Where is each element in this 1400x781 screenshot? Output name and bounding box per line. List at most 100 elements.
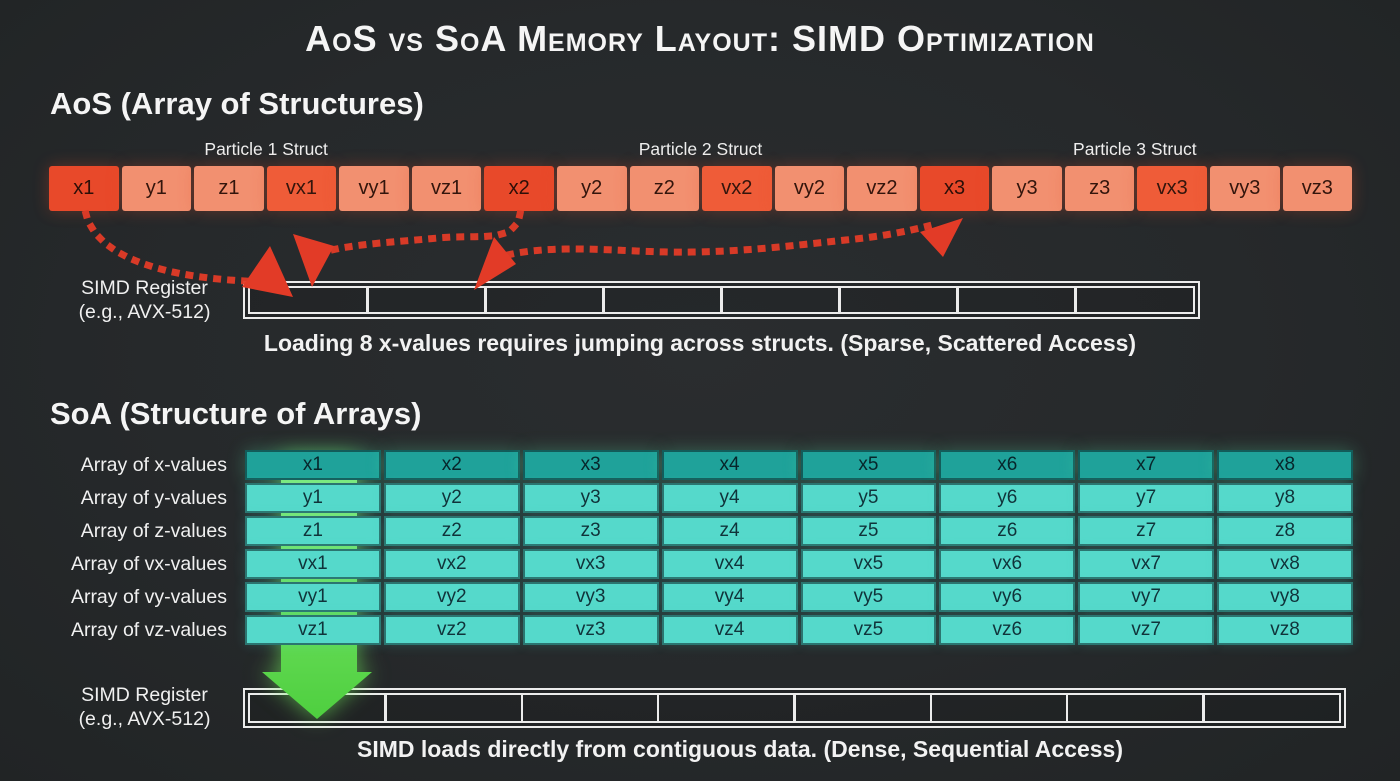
soa-row: Array of vx-values vx1 vx2 vx3 vx4 vx5 v… bbox=[0, 549, 1400, 579]
soa-row-label: Array of vy-values bbox=[70, 586, 227, 608]
aos-cell: z1 bbox=[194, 166, 264, 211]
register-label-line: (e.g., AVX-512) bbox=[78, 707, 211, 730]
soa-row-label: Array of vz-values bbox=[70, 619, 227, 641]
soa-cell: vx8 bbox=[1217, 549, 1353, 579]
aos-cell: y3 bbox=[992, 166, 1062, 211]
soa-cell: vx2 bbox=[383, 549, 520, 579]
soa-cell: y2 bbox=[383, 483, 520, 513]
aos-section-heading: AoS (Array of Structures) bbox=[50, 86, 424, 121]
soa-cell: vz8 bbox=[1217, 615, 1353, 645]
soa-cell: vz4 bbox=[661, 615, 798, 645]
aos-cell: vx3 bbox=[1137, 166, 1207, 211]
soa-cell: y7 bbox=[1078, 483, 1215, 513]
register-cell bbox=[720, 286, 841, 314]
aos-cell: vz1 bbox=[411, 166, 482, 211]
soa-cell: z5 bbox=[800, 516, 937, 546]
aos-cell: vx1 bbox=[266, 166, 337, 211]
soa-cell: vy5 bbox=[800, 582, 937, 612]
soa-cell: y8 bbox=[1217, 483, 1353, 513]
aos-simd-register bbox=[243, 281, 1200, 319]
register-cell bbox=[929, 693, 1069, 723]
struct-label: Particle 3 Struct bbox=[1073, 139, 1197, 159]
register-cell bbox=[366, 286, 487, 314]
soa-cell: z1 bbox=[245, 516, 381, 546]
soa-cell: vx3 bbox=[522, 549, 659, 579]
soa-cell: vx1 bbox=[245, 549, 381, 579]
soa-row-label: Array of y-values bbox=[80, 487, 227, 509]
soa-cell: z8 bbox=[1217, 516, 1353, 546]
soa-cell: vy8 bbox=[1217, 582, 1353, 612]
register-cell bbox=[956, 286, 1077, 314]
soa-cell: vy1 bbox=[245, 582, 381, 612]
aos-cell: vz2 bbox=[847, 166, 917, 211]
register-cell bbox=[838, 286, 959, 314]
soa-row-label: Array of x-values bbox=[80, 454, 227, 476]
soa-cell: z6 bbox=[939, 516, 1076, 546]
arrowhead bbox=[293, 234, 334, 287]
soa-cell: vx5 bbox=[800, 549, 937, 579]
aos-cell: vy1 bbox=[339, 166, 409, 211]
soa-row-label: Array of z-values bbox=[80, 520, 227, 542]
soa-cell: x1 bbox=[245, 450, 381, 480]
aos-cell: vx2 bbox=[702, 166, 772, 211]
soa-register-label: SIMD Register (e.g., AVX-512) bbox=[52, 684, 237, 731]
soa-cell: z7 bbox=[1078, 516, 1215, 546]
soa-row: Array of vy-values vy1 vy2 vy3 vy4 vy5 v… bbox=[0, 582, 1400, 612]
soa-cell: vz7 bbox=[1078, 615, 1215, 645]
soa-cell: vx6 bbox=[939, 549, 1076, 579]
aos-cell: z3 bbox=[1064, 166, 1135, 211]
soa-cell: x8 bbox=[1217, 450, 1353, 480]
register-cell bbox=[484, 286, 605, 314]
register-cell bbox=[793, 693, 933, 723]
aos-cell: vz3 bbox=[1282, 166, 1353, 211]
soa-cell: vy4 bbox=[661, 582, 798, 612]
dotted-arrow-path bbox=[81, 209, 249, 285]
register-cell bbox=[1202, 693, 1341, 723]
soa-cell: vx4 bbox=[661, 549, 798, 579]
aos-caption: Loading 8 x-values requires jumping acro… bbox=[263, 330, 1137, 356]
soa-cell: vz2 bbox=[383, 615, 520, 645]
soa-cell: x2 bbox=[383, 450, 520, 480]
soa-row-label: Array of vx-values bbox=[70, 553, 227, 575]
register-cell bbox=[1065, 693, 1205, 723]
soa-cell: y4 bbox=[661, 483, 798, 513]
register-label-line: SIMD Register bbox=[81, 277, 208, 299]
aos-cell: x1 bbox=[49, 166, 119, 211]
aos-cell: x2 bbox=[484, 166, 554, 211]
aos-cell: y1 bbox=[121, 166, 192, 211]
soa-cell: y1 bbox=[245, 483, 381, 513]
aos-cell: vy2 bbox=[774, 166, 845, 211]
soa-cell: x7 bbox=[1078, 450, 1215, 480]
struct-label: Particle 2 Struct bbox=[638, 139, 763, 159]
aos-cell: x3 bbox=[919, 166, 990, 211]
arrowhead bbox=[920, 218, 963, 257]
soa-row: Array of z-values z1 z2 z3 z4 z5 z6 z7 z… bbox=[0, 516, 1400, 546]
soa-cell: y3 bbox=[522, 483, 659, 513]
register-cell bbox=[384, 693, 524, 723]
soa-cell: z2 bbox=[383, 516, 520, 546]
soa-cell: vy6 bbox=[939, 582, 1076, 612]
soa-cell: x3 bbox=[522, 450, 659, 480]
register-cell bbox=[1074, 286, 1195, 314]
soa-cell: vz6 bbox=[939, 615, 1076, 645]
soa-row: Array of x-values x1 x2 x3 x4 x5 x6 x7 x… bbox=[0, 450, 1400, 480]
register-label-line: SIMD Register bbox=[81, 684, 208, 706]
aos-struct-labels: Particle 1 Struct Particle 2 Struct Part… bbox=[49, 139, 1352, 160]
soa-cell: vz1 bbox=[245, 615, 381, 645]
soa-row: Array of vz-values vz1 vz2 vz3 vz4 vz5 v… bbox=[0, 615, 1400, 645]
soa-cell: y5 bbox=[800, 483, 937, 513]
soa-section-heading: SoA (Structure of Arrays) bbox=[50, 396, 422, 431]
soa-cell: z3 bbox=[522, 516, 659, 546]
struct-label: Particle 1 Struct bbox=[204, 139, 328, 159]
soa-cell: vy7 bbox=[1078, 582, 1215, 612]
aos-register-label: SIMD Register (e.g., AVX-512) bbox=[52, 277, 237, 324]
soa-cell: z4 bbox=[661, 516, 798, 546]
register-cell bbox=[602, 286, 723, 314]
soa-row: Array of y-values y1 y2 y3 y4 y5 y6 y7 y… bbox=[0, 483, 1400, 513]
register-label-line: (e.g., AVX-512) bbox=[78, 300, 211, 323]
register-cell bbox=[248, 693, 387, 723]
soa-cell: vy3 bbox=[522, 582, 659, 612]
soa-caption: SIMD loads directly from contiguous data… bbox=[357, 736, 1123, 762]
aos-cell: vy3 bbox=[1210, 166, 1280, 211]
register-cell bbox=[656, 693, 796, 723]
